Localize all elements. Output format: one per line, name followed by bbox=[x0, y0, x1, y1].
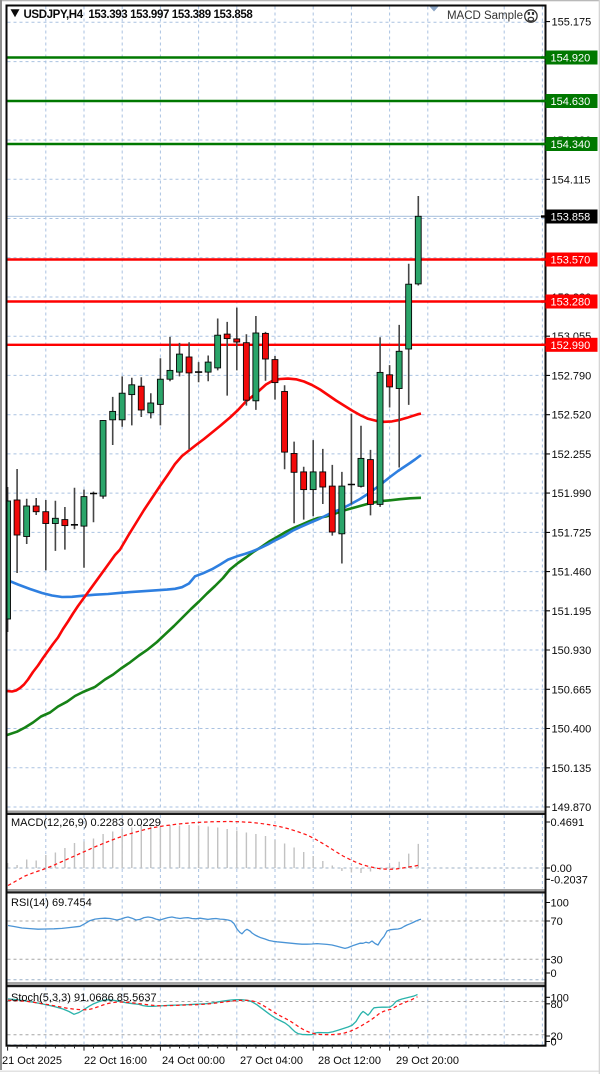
svg-text:29 Oct 20:00: 29 Oct 20:00 bbox=[396, 1055, 459, 1067]
svg-text:0.00: 0.00 bbox=[551, 863, 572, 875]
svg-text:100: 100 bbox=[551, 898, 569, 910]
svg-text:151.460: 151.460 bbox=[552, 567, 592, 579]
svg-text:152.520: 152.520 bbox=[552, 410, 592, 422]
svg-text:151.990: 151.990 bbox=[552, 488, 592, 500]
svg-text:154.340: 154.340 bbox=[551, 139, 591, 151]
svg-text:151.195: 151.195 bbox=[552, 606, 592, 618]
svg-text:151.725: 151.725 bbox=[552, 527, 592, 539]
svg-text:30: 30 bbox=[551, 954, 563, 966]
svg-text:MACD Sample: MACD Sample bbox=[447, 10, 523, 22]
svg-text:100: 100 bbox=[551, 992, 569, 1004]
svg-text:70: 70 bbox=[551, 916, 563, 928]
svg-text:153.280: 153.280 bbox=[551, 297, 591, 309]
svg-text:0.4691: 0.4691 bbox=[551, 817, 585, 829]
svg-text:22 Oct 16:00: 22 Oct 16:00 bbox=[84, 1055, 147, 1067]
svg-text:155.175: 155.175 bbox=[552, 17, 592, 29]
svg-text:150.400: 150.400 bbox=[552, 724, 592, 736]
svg-text:0: 0 bbox=[551, 1037, 557, 1049]
svg-text:150.665: 150.665 bbox=[552, 684, 592, 696]
svg-text:20: 20 bbox=[551, 1031, 563, 1043]
svg-text:28 Oct 12:00: 28 Oct 12:00 bbox=[318, 1055, 381, 1067]
svg-text:27 Oct 04:00: 27 Oct 04:00 bbox=[240, 1055, 303, 1067]
svg-text:154.630: 154.630 bbox=[551, 96, 591, 108]
svg-text:153.570: 153.570 bbox=[551, 255, 591, 267]
svg-text:0: 0 bbox=[551, 968, 557, 980]
svg-text:USDJPY,H4 153.393 153.997 153: USDJPY,H4 153.393 153.997 153.389 153.85… bbox=[24, 9, 254, 21]
svg-text:152.790: 152.790 bbox=[552, 370, 592, 382]
svg-text:149.870: 149.870 bbox=[552, 802, 592, 814]
svg-text:150.135: 150.135 bbox=[552, 763, 592, 775]
svg-text:Stoch(5,3,3) 91.0686 85.5637: Stoch(5,3,3) 91.0686 85.5637 bbox=[11, 992, 157, 1004]
svg-text:152.990: 152.990 bbox=[551, 340, 591, 352]
svg-text:150.930: 150.930 bbox=[552, 645, 592, 657]
svg-text:24 Oct 00:00: 24 Oct 00:00 bbox=[162, 1055, 225, 1067]
svg-text:154.115: 154.115 bbox=[552, 174, 591, 186]
svg-text:RSI(14) 69.7454: RSI(14) 69.7454 bbox=[11, 897, 92, 909]
svg-text:153.858: 153.858 bbox=[551, 212, 591, 224]
svg-text:MACD(12,26,9) 0.2283 0.0229: MACD(12,26,9) 0.2283 0.0229 bbox=[11, 817, 161, 829]
svg-text:-0.2037: -0.2037 bbox=[551, 874, 588, 886]
svg-text:154.920: 154.920 bbox=[551, 53, 591, 65]
svg-text:80: 80 bbox=[551, 999, 563, 1011]
svg-text:152.255: 152.255 bbox=[552, 449, 592, 461]
svg-text:21 Oct 2025: 21 Oct 2025 bbox=[2, 1055, 62, 1067]
